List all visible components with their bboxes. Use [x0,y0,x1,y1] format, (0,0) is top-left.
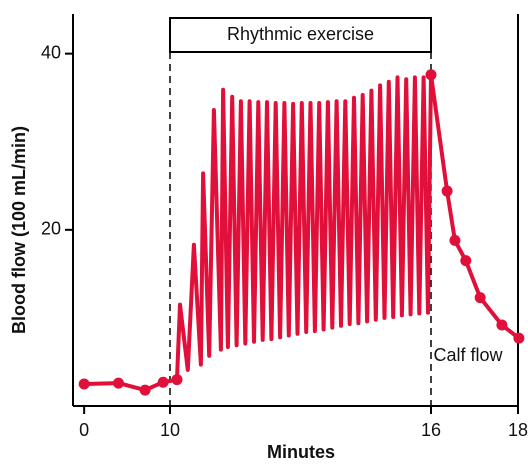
x-tick-label: 18 [508,420,528,440]
marker [425,69,437,81]
marker [441,185,453,197]
x-axis-label: Minutes [267,442,335,462]
connector [425,72,433,315]
x-tick-label: 10 [160,420,180,440]
marker [496,319,508,331]
marker [449,234,461,246]
annotation: Calf flow [433,345,503,365]
marker [474,292,486,304]
marker [78,378,90,390]
marker [513,332,525,344]
exercise-label: Rhythmic exercise [227,24,374,44]
line [178,75,430,372]
x-tick-label: 0 [79,420,89,440]
x-tick-label: 16 [421,420,441,440]
exercise-box [169,17,432,53]
marker [460,255,472,267]
y-axis-label: Blood flow (100 mL/min) [9,126,29,334]
y-tick-label: 20 [41,219,61,239]
marker [139,384,151,396]
marker [157,376,169,388]
marker [112,377,124,389]
y-tick-label: 40 [41,42,61,62]
